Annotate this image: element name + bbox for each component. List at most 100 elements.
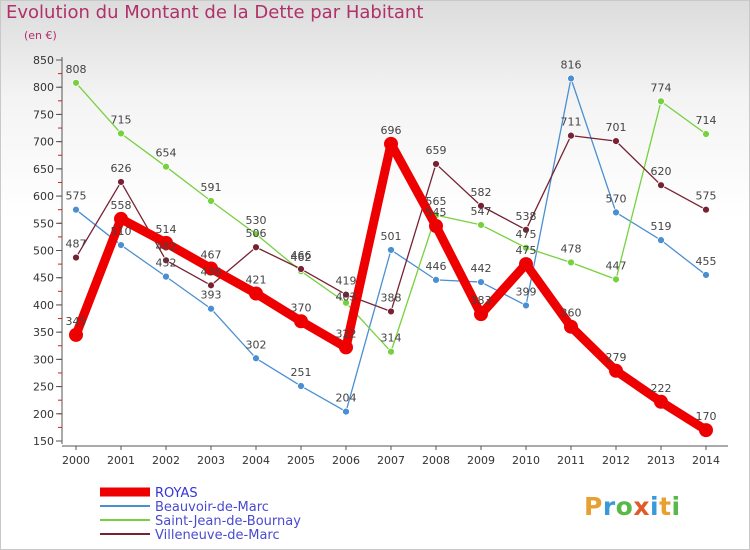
- series-point-3: [477, 201, 485, 210]
- data-label: 565: [426, 195, 447, 208]
- series-point-0: [384, 136, 398, 151]
- y-tick-label: 300: [33, 353, 54, 366]
- y-tick-label: 150: [33, 435, 54, 448]
- series-point-1: [252, 354, 260, 363]
- data-label: 558: [111, 199, 132, 212]
- series-point-1: [117, 241, 125, 249]
- y-tick-label: 350: [33, 326, 54, 339]
- series-point-1: [297, 382, 305, 390]
- series-point-1: [612, 208, 620, 217]
- y-tick-label: 400: [33, 299, 54, 312]
- data-label: 345: [66, 315, 87, 328]
- data-label: 251: [291, 366, 312, 379]
- x-tick-label: 2012: [602, 454, 630, 467]
- data-label: 314: [381, 332, 402, 345]
- data-label: 170: [696, 410, 717, 423]
- series-point-3: [252, 243, 260, 252]
- data-label: 582: [471, 186, 492, 199]
- series-point-1: [342, 407, 350, 416]
- data-label: 419: [336, 275, 357, 288]
- x-tick-label: 2000: [62, 454, 90, 467]
- series-point-2: [252, 230, 260, 239]
- x-tick-label: 2003: [197, 454, 225, 467]
- series-point-3: [702, 205, 710, 214]
- series-point-3: [162, 256, 170, 265]
- series-point-1: [387, 246, 395, 254]
- y-tick-label: 500: [33, 245, 54, 258]
- data-label: 519: [651, 220, 672, 233]
- data-label: 446: [426, 260, 447, 273]
- series-point-0: [294, 314, 308, 329]
- x-tick-label: 2007: [377, 454, 405, 467]
- series-point-2: [477, 221, 485, 229]
- series-point-2: [657, 97, 665, 106]
- series-point-3: [297, 265, 305, 273]
- data-label: 478: [561, 242, 582, 255]
- legend-label: ROYAS: [155, 486, 198, 501]
- series-point-3: [432, 160, 440, 168]
- data-label: 620: [651, 165, 672, 178]
- data-label: 442: [471, 262, 492, 275]
- data-label: 447: [606, 259, 627, 272]
- series-point-2: [117, 129, 125, 138]
- data-label: 370: [291, 301, 312, 314]
- series-point-2: [72, 78, 80, 87]
- logo-letter: x: [633, 492, 650, 521]
- data-label: 399: [516, 285, 537, 298]
- x-tick-label: 2008: [422, 454, 450, 467]
- y-tick-label: 200: [33, 408, 54, 421]
- data-label: 482: [156, 240, 177, 253]
- series-point-2: [702, 130, 710, 138]
- data-label: 222: [651, 382, 672, 395]
- x-tick-label: 2011: [557, 454, 585, 467]
- series-point-2: [612, 275, 620, 284]
- y-tick-label: 450: [33, 272, 54, 285]
- series-point-0: [339, 340, 353, 355]
- legend-label: Saint-Jean-de-Bournay: [155, 514, 301, 529]
- data-label: 279: [606, 351, 627, 364]
- series-point-3: [117, 178, 125, 186]
- data-label: 696: [381, 124, 402, 137]
- data-label: 475: [516, 244, 537, 257]
- x-tick-label: 2013: [647, 454, 675, 467]
- series-point-3: [72, 253, 80, 262]
- series-point-0: [564, 319, 578, 334]
- x-tick-label: 2001: [107, 454, 135, 467]
- series-point-0: [249, 286, 263, 301]
- series-point-0: [609, 363, 623, 378]
- logo-letter: t: [659, 492, 672, 521]
- data-label: 575: [696, 190, 717, 203]
- x-tick-label: 2005: [287, 454, 315, 467]
- series-point-0: [69, 327, 83, 342]
- series-point-3: [522, 225, 530, 234]
- series-point-2: [207, 197, 215, 205]
- data-label: 714: [696, 114, 717, 127]
- series-point-1: [72, 205, 80, 214]
- series-point-1: [207, 304, 215, 313]
- series-point-2: [162, 162, 170, 171]
- series-point-3: [567, 131, 575, 140]
- x-tick-label: 2010: [512, 454, 540, 467]
- series-point-1: [432, 275, 440, 284]
- series-point-3: [387, 307, 395, 316]
- x-tick-label: 2014: [692, 454, 720, 467]
- y-tick-label: 600: [33, 190, 54, 203]
- data-label: 501: [381, 230, 402, 243]
- proxiti-logo: Proxiti: [584, 492, 681, 521]
- data-label: 383: [471, 294, 492, 307]
- data-label: 462: [291, 251, 312, 264]
- data-label: 510: [111, 225, 132, 238]
- data-label: 487: [66, 238, 87, 251]
- series-point-1: [567, 74, 575, 83]
- x-tick-label: 2009: [467, 454, 495, 467]
- y-tick-label: 850: [33, 54, 54, 67]
- data-label: 711: [561, 116, 582, 129]
- data-label: 626: [111, 162, 132, 175]
- data-label: 467: [201, 248, 222, 261]
- data-label: 659: [426, 144, 447, 157]
- logo-letter: i: [671, 492, 681, 521]
- y-tick-label: 800: [33, 81, 54, 94]
- series-point-3: [207, 281, 215, 290]
- series-point-1: [522, 301, 530, 310]
